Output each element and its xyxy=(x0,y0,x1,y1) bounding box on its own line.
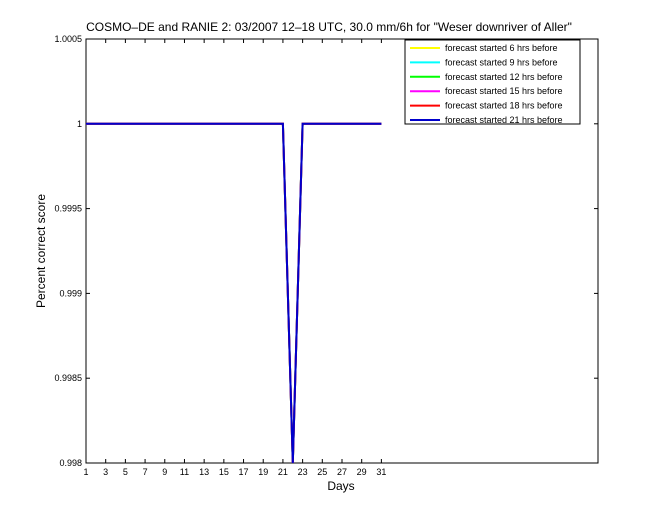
x-tick-label: 23 xyxy=(298,467,308,477)
x-tick-label: 11 xyxy=(180,467,189,477)
x-tick-label: 9 xyxy=(162,467,167,477)
y-tick-label: 1 xyxy=(77,119,82,129)
x-tick-label: 31 xyxy=(376,467,386,477)
x-tick-label: 7 xyxy=(143,467,148,477)
x-tick-label: 21 xyxy=(278,467,288,477)
x-tick-label: 17 xyxy=(239,467,249,477)
x-tick-label: 1 xyxy=(83,467,88,477)
y-tick-label: 1.0005 xyxy=(54,34,82,44)
legend-label: forecast started 21 hrs before xyxy=(445,115,563,125)
x-tick-label: 19 xyxy=(258,467,268,477)
x-tick-label: 15 xyxy=(219,467,229,477)
y-tick-label: 0.998 xyxy=(59,458,82,468)
x-tick-label: 25 xyxy=(317,467,327,477)
chart-title: COSMO–DE and RANIE 2: 03/2007 12–18 UTC,… xyxy=(86,20,572,34)
x-tick-label: 27 xyxy=(337,467,347,477)
legend: forecast started 6 hrs before forecast st… xyxy=(404,39,581,125)
x-axis-title: Days xyxy=(327,479,354,493)
x-tick-label: 5 xyxy=(123,467,128,477)
legend-label: forecast started 9 hrs before xyxy=(445,57,558,67)
x-tick-label: 13 xyxy=(199,467,209,477)
x-tick-label: 3 xyxy=(103,467,108,477)
axis-ticks: 1 3 5 7 9 11 13 15 17 19 21 23 25 27 29 310.9980.99850.… xyxy=(54,34,598,477)
y-tick-label: 0.9985 xyxy=(54,373,82,383)
legend-label: forecast started 18 hrs before xyxy=(445,101,563,111)
y-axis-title: Percent correct score xyxy=(34,194,48,308)
legend-label: forecast started 6 hrs before xyxy=(445,43,558,53)
legend-label: forecast started 12 hrs before xyxy=(445,72,563,82)
legend-label: forecast started 15 hrs before xyxy=(445,86,563,96)
series-lines xyxy=(86,122,382,464)
x-tick-label: 29 xyxy=(357,467,367,477)
y-tick-label: 0.999 xyxy=(59,288,82,298)
y-tick-label: 0.9995 xyxy=(54,204,82,214)
legend-box xyxy=(404,39,581,125)
series-line xyxy=(86,122,382,464)
